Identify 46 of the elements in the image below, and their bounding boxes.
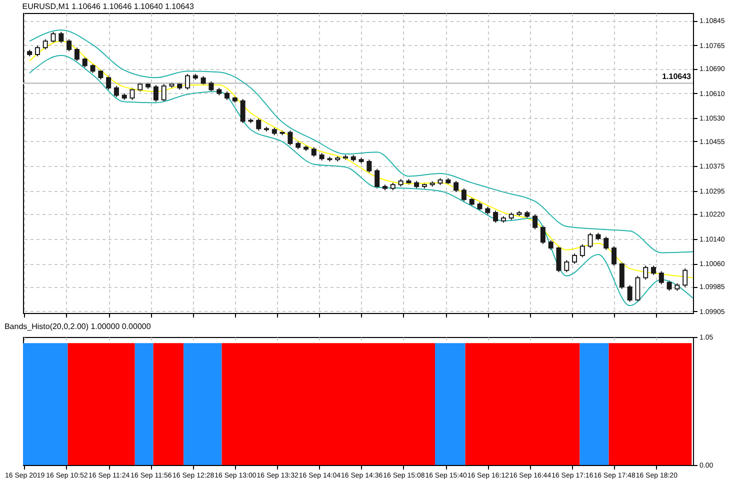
candlestick <box>106 75 112 90</box>
line-series <box>29 54 694 306</box>
candlestick <box>366 159 372 174</box>
candlestick <box>619 261 624 290</box>
chart-title: Bands_Histo(20,0,2.00) 1.00000 0.00000 <box>4 322 152 331</box>
candlestick <box>208 80 214 92</box>
candlestick <box>658 270 664 285</box>
candlestick <box>548 240 554 250</box>
candlestick <box>66 38 72 52</box>
candlestick <box>682 268 688 288</box>
candlestick <box>311 146 316 158</box>
ref-line-label: 1.10643 <box>662 72 692 82</box>
candlestick <box>374 168 380 189</box>
candlestick <box>288 130 293 146</box>
candlestick <box>572 253 578 264</box>
candlestick <box>635 275 640 302</box>
candlestick <box>130 87 135 100</box>
candlestick <box>42 38 48 50</box>
candlestick <box>161 84 166 102</box>
candlestick <box>34 45 40 57</box>
candlestick <box>556 246 562 273</box>
candlestick <box>454 180 459 193</box>
candlestick <box>580 244 585 258</box>
candlestick <box>604 236 609 250</box>
candlestick <box>643 265 648 280</box>
candlestick <box>666 280 672 292</box>
candlestick <box>82 56 88 68</box>
candlestick <box>627 284 632 302</box>
candlestick <box>461 188 466 202</box>
candlestick <box>612 246 617 266</box>
candlestick <box>240 98 246 124</box>
candlestick <box>651 265 656 276</box>
candlestick <box>90 63 96 74</box>
candlestick <box>588 232 593 249</box>
candlestick <box>532 214 538 230</box>
candlestick <box>114 85 119 98</box>
candlestick <box>493 210 498 224</box>
candlestick <box>564 260 570 273</box>
candlestick <box>256 118 262 132</box>
candlestick <box>185 73 190 90</box>
candlestick <box>50 31 56 44</box>
candlestick <box>153 84 158 102</box>
candlestick <box>74 47 80 62</box>
chart-title: EURUSD,M1 1.10646 1.10646 1.10640 1.10643 <box>22 2 194 11</box>
candlestick <box>540 224 546 245</box>
candlestick <box>58 31 64 44</box>
